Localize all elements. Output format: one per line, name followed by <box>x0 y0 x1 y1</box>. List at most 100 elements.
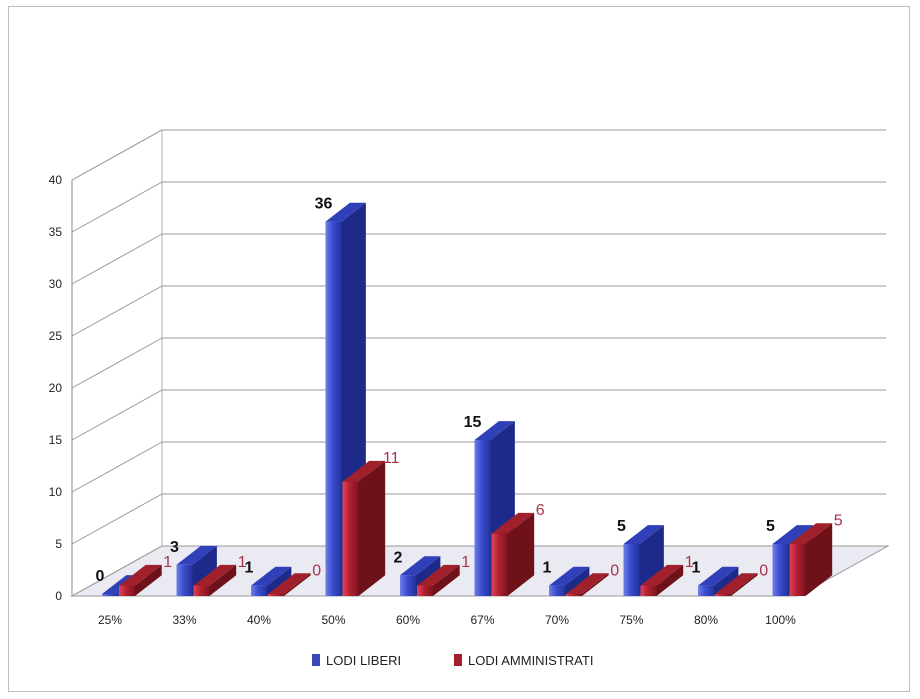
bar-top <box>251 566 292 586</box>
x-tick-label: 60% <box>396 613 420 627</box>
bar-front <box>251 585 267 596</box>
data-label-lodi-liberi: 5 <box>766 518 775 535</box>
x-axis: 25% 33% 40% 50% 60% 67% 70% 75% 80% 100% <box>98 613 796 627</box>
data-label-lodi-amministrati: 1 <box>685 554 694 571</box>
bar-side <box>507 512 535 596</box>
data-label-lodi-liberi: 2 <box>394 549 403 566</box>
bar-front <box>640 585 657 596</box>
bar-top <box>772 525 813 544</box>
bar-lodi-amministrati <box>119 564 162 596</box>
y-tick-label: 5 <box>55 537 62 551</box>
bar-side <box>284 573 311 596</box>
bar-top <box>325 202 366 222</box>
legend-label: LODI AMMINISTRATI <box>468 653 593 668</box>
bar-lodi-amministrati <box>193 564 237 596</box>
x-tick-label: 67% <box>470 613 494 627</box>
legend: LODI LIBERI LODI AMMINISTRATI <box>312 653 593 668</box>
gridline-side <box>71 181 163 233</box>
bar-top <box>623 525 664 544</box>
bar-top <box>193 564 237 586</box>
bar-side <box>135 564 162 596</box>
bar-front <box>176 564 193 596</box>
bar-front <box>549 585 565 596</box>
bar-side <box>358 460 386 596</box>
legend-label: LODI LIBERI <box>326 653 401 668</box>
data-label-lodi-liberi: 1 <box>245 560 254 577</box>
bar-front <box>789 544 806 596</box>
y-tick-label: 40 <box>49 173 63 187</box>
bar-lodi-amministrati <box>640 564 684 596</box>
y-tick-label: 0 <box>55 589 62 603</box>
bar-lodi-liberi <box>623 525 664 596</box>
bar-lodi-amministrati <box>491 512 535 596</box>
data-label-lodi-liberi: 1 <box>543 560 552 577</box>
x-tick-label: 80% <box>694 613 718 627</box>
bar-front <box>772 544 789 596</box>
bar-lodi-amministrati <box>417 564 460 596</box>
y-tick-label: 35 <box>49 225 63 239</box>
bar-top <box>491 512 535 534</box>
bar-lodi-amministrati <box>789 523 833 596</box>
y-tick-label: 25 <box>49 329 63 343</box>
bar-lodi-liberi <box>176 545 217 596</box>
bar-side <box>805 523 833 596</box>
x-tick-label: 33% <box>172 613 196 627</box>
bar-top <box>698 566 739 586</box>
bar-front <box>325 221 342 596</box>
bar-top <box>474 421 515 440</box>
data-label-lodi-liberi: 3 <box>170 539 179 556</box>
gridline-side <box>71 285 163 337</box>
bar-side <box>656 564 684 596</box>
gridline-side <box>71 337 163 389</box>
bar-lodi-liberi <box>698 566 739 596</box>
bar-front <box>268 594 284 596</box>
bar-side <box>565 566 590 596</box>
bar-side <box>714 566 739 596</box>
bar-front <box>715 594 731 596</box>
data-label-lodi-amministrati: 11 <box>383 450 400 467</box>
data-label-lodi-amministrati: 1 <box>238 554 247 571</box>
bar-side <box>582 573 609 596</box>
bar-front <box>342 481 359 596</box>
gridline-side <box>71 441 163 493</box>
gridline-side <box>71 233 163 285</box>
data-label-lodi-amministrati: 0 <box>610 562 619 579</box>
bar-top <box>342 460 386 482</box>
bar-top <box>268 573 311 594</box>
data-label-lodi-amministrati: 1 <box>461 554 470 571</box>
y-tick-label: 20 <box>49 381 63 395</box>
bar-side <box>267 566 292 596</box>
bar-top <box>119 564 162 586</box>
bar-top <box>566 573 609 594</box>
bar-side <box>731 573 758 596</box>
bar-top <box>549 566 590 586</box>
bar-front <box>623 544 640 596</box>
bar-top <box>789 523 833 544</box>
y-tick-label: 10 <box>49 485 63 499</box>
bar-front <box>119 585 135 596</box>
bar-top <box>417 564 460 586</box>
bar-front <box>566 594 582 596</box>
bar-front <box>400 575 416 596</box>
bar-top <box>176 545 217 565</box>
data-label-lodi-amministrati: 0 <box>312 562 321 579</box>
bar-top <box>400 556 441 576</box>
data-label-lodi-amministrati: 5 <box>834 512 843 529</box>
y-tick-label: 30 <box>49 277 63 291</box>
bar-top <box>715 573 758 594</box>
legend-swatch <box>312 654 320 666</box>
data-label-lodi-amministrati: 0 <box>759 562 768 579</box>
gridline-side <box>71 545 163 597</box>
bar-side <box>209 564 237 596</box>
data-label-lodi-amministrati: 6 <box>536 502 545 519</box>
x-tick-label: 50% <box>321 613 345 627</box>
gridline-side <box>71 493 163 545</box>
legend-swatch <box>454 654 462 666</box>
bar-front <box>102 594 118 596</box>
bar-front <box>474 440 491 596</box>
bar-lodi-amministrati <box>268 573 311 596</box>
data-label-lodi-amministrati: 1 <box>163 554 172 571</box>
bar-lodi-amministrati <box>342 460 386 596</box>
